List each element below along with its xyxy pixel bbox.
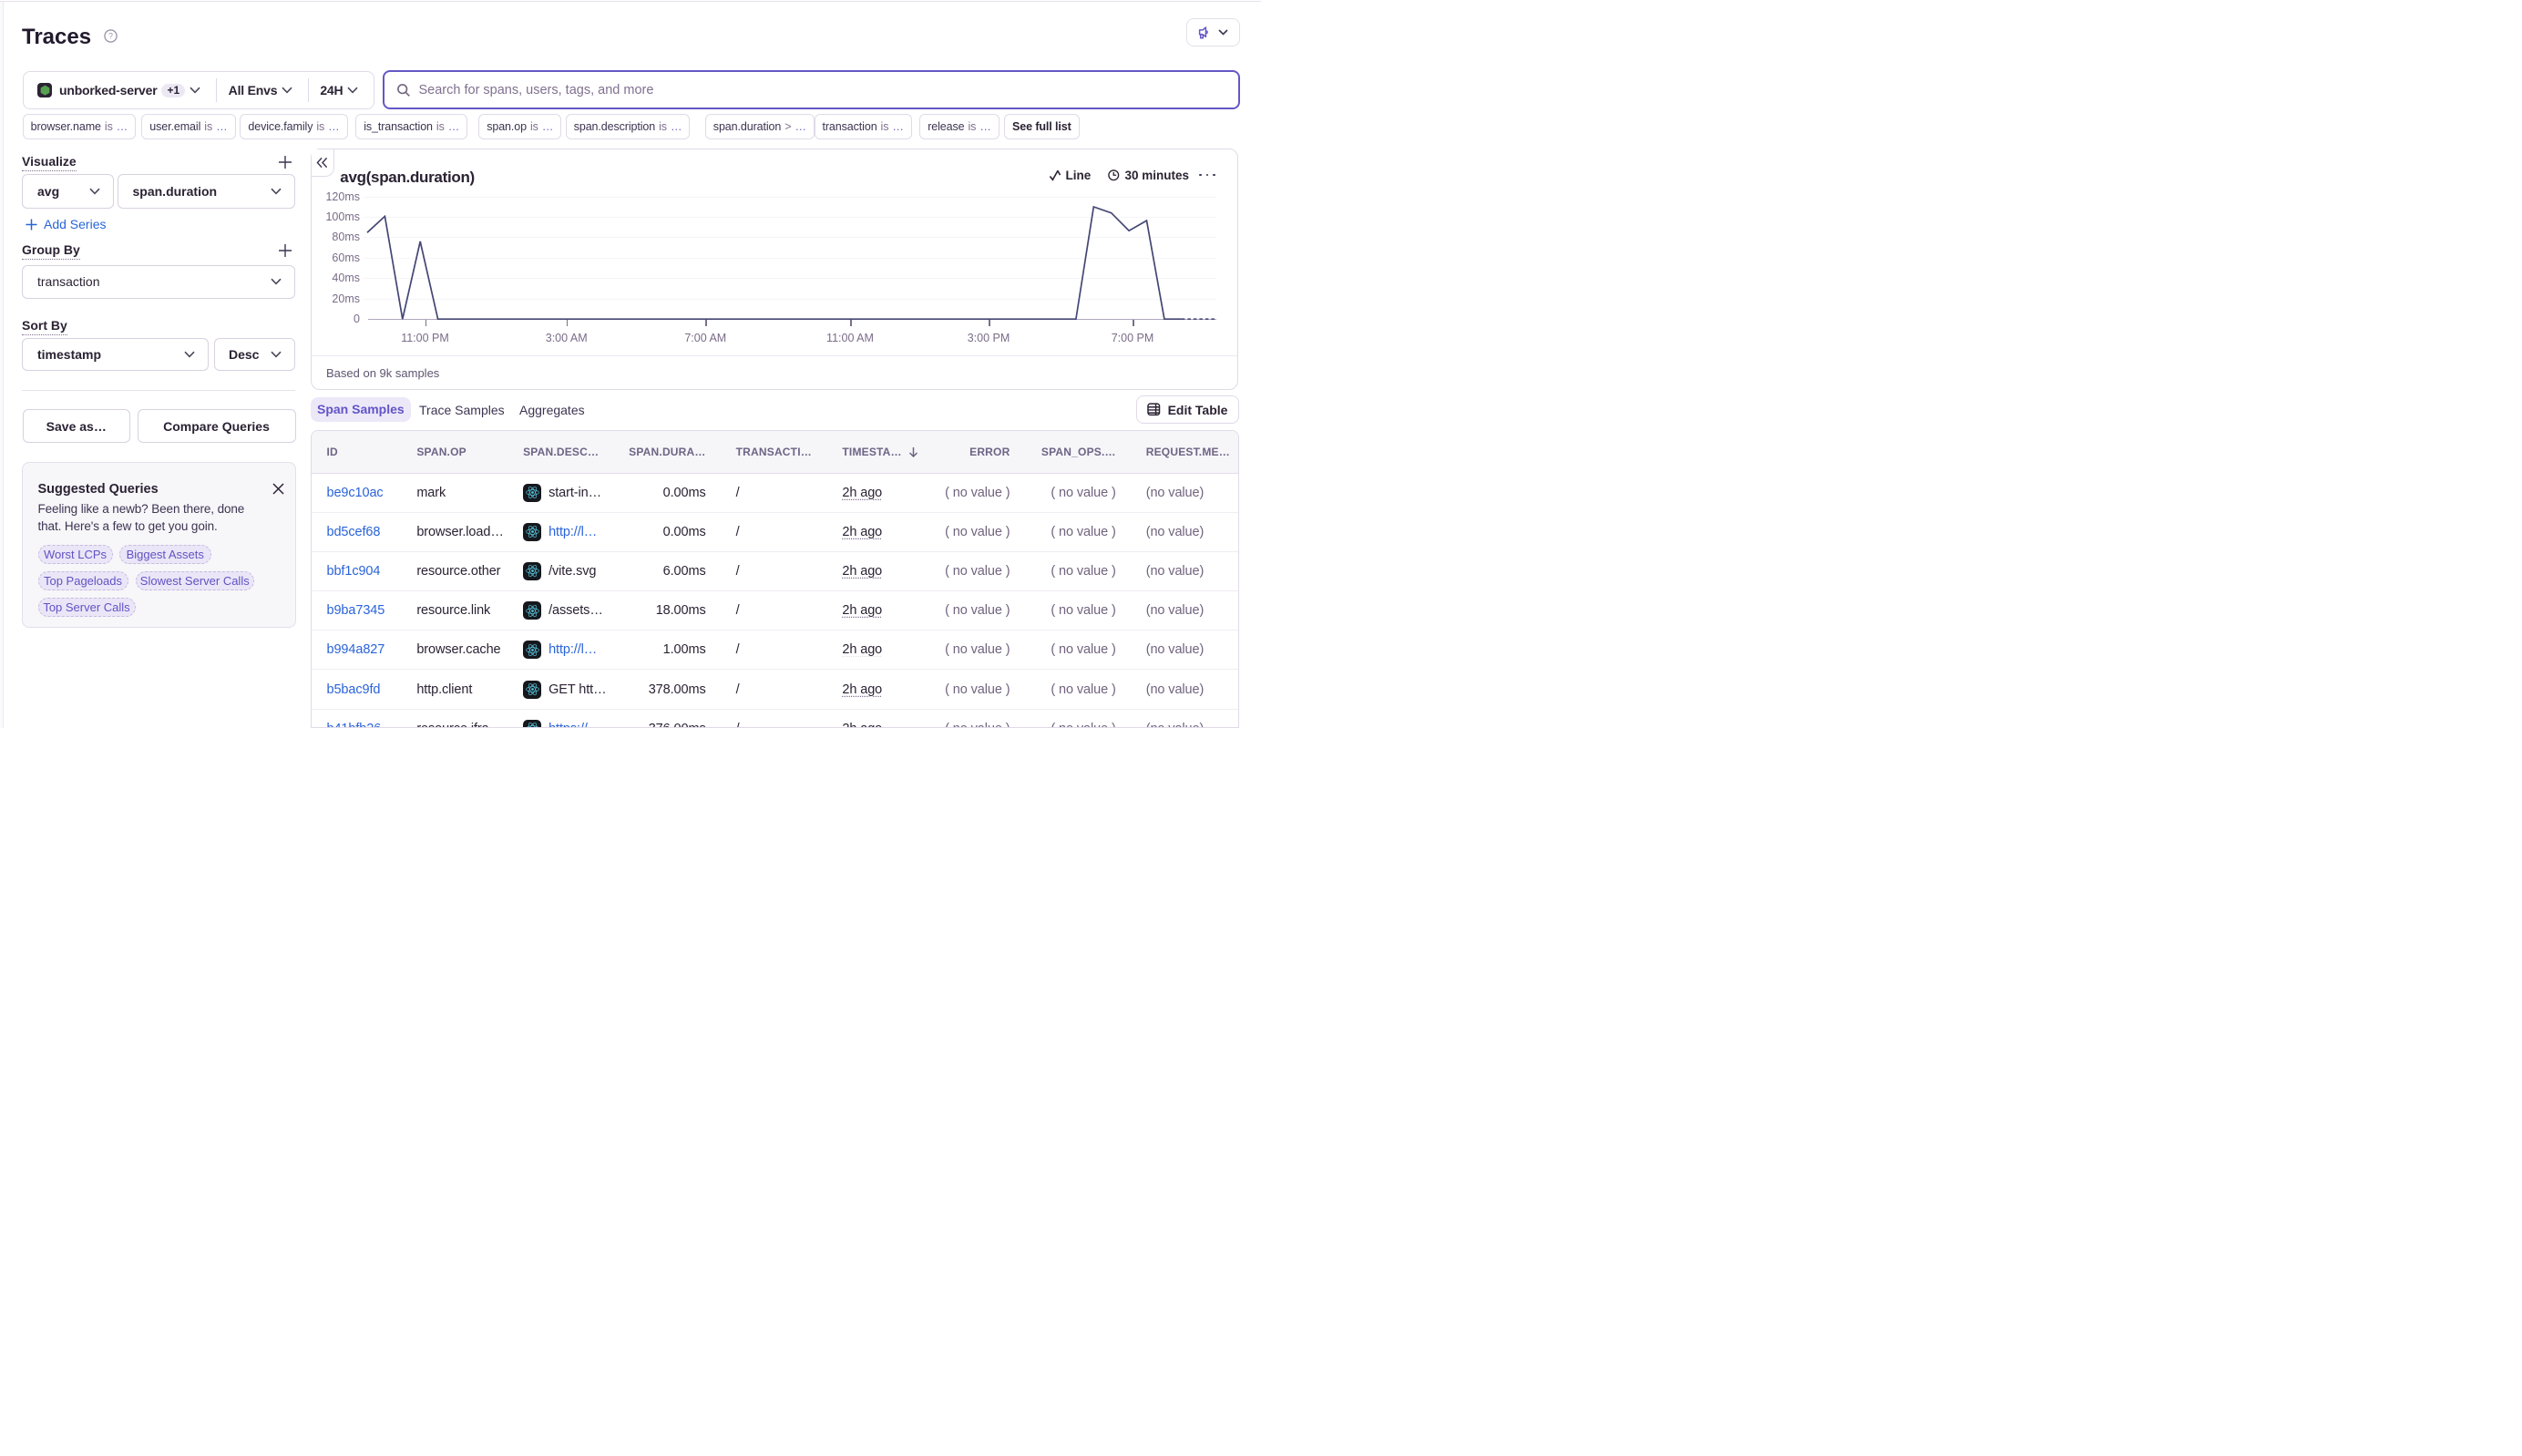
svg-text:?: ? — [108, 32, 113, 41]
